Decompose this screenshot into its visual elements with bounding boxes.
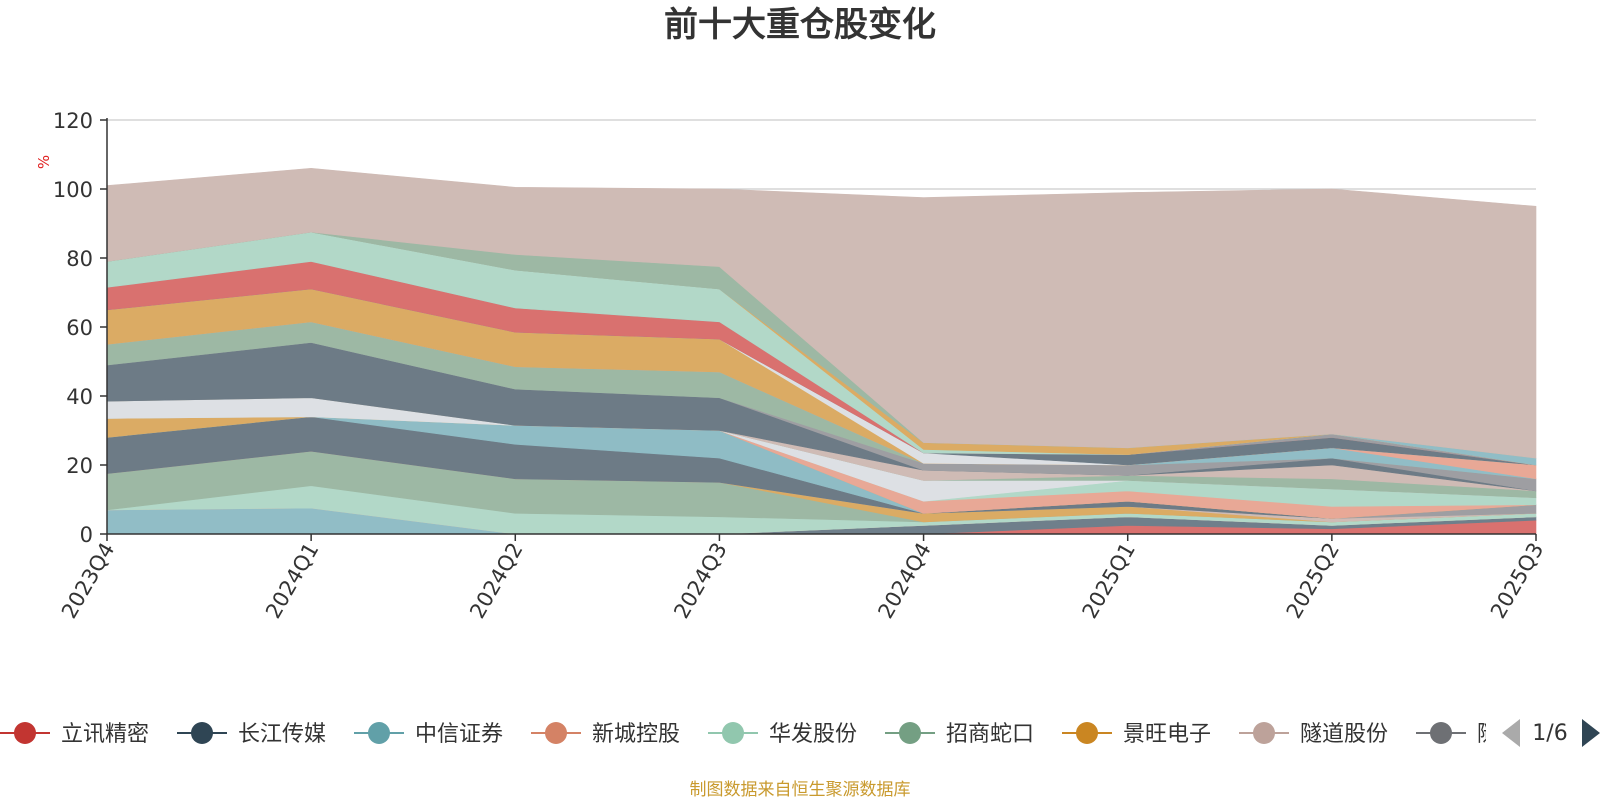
y-tick-label: 100	[53, 178, 93, 202]
legend-label: 隧	[1477, 722, 1499, 747]
y-tick-label: 20	[66, 454, 93, 478]
legend-label: 中信证券	[415, 722, 503, 747]
legend-circle-marker	[545, 722, 567, 744]
legend-item[interactable]: 隧	[1416, 722, 1499, 747]
legend-circle-marker	[1253, 722, 1275, 744]
legend-label: 新城控股	[592, 722, 680, 747]
legend-circle-marker	[191, 722, 213, 744]
legend-item[interactable]: 立讯精密	[0, 722, 149, 747]
x-tick-label: 2025Q1	[1078, 539, 1140, 623]
legend-item[interactable]: 景旺电子	[1062, 722, 1211, 747]
legend-label: 隧道股份	[1300, 722, 1388, 747]
legend-item[interactable]: 隧道股份	[1239, 722, 1388, 747]
y-tick-label: 80	[66, 247, 93, 271]
legend-circle-marker	[14, 722, 36, 744]
legend: 1/6 立讯精密 长江传媒 中信证券 新城控股 华发股份 招商蛇口 景旺电子 隧道股份 隧	[0, 719, 1600, 747]
y-tick-label: 0	[80, 523, 93, 547]
legend-label: 长江传媒	[238, 722, 326, 747]
area-series-group	[106, 167, 1537, 535]
x-tick-label: 2025Q2	[1282, 539, 1344, 623]
y-axis-unit: %	[35, 155, 53, 169]
legend-circle-marker	[368, 722, 390, 744]
legend-item[interactable]: 中信证券	[354, 722, 503, 747]
legend-item[interactable]: 招商蛇口	[885, 722, 1034, 747]
legend-circle-marker	[1076, 722, 1098, 744]
legend-label: 招商蛇口	[946, 722, 1034, 747]
x-tick-label: 2024Q3	[669, 539, 731, 623]
x-tick-label: 2025Q3	[1486, 539, 1548, 623]
data-source-note: 制图数据来自恒生聚源数据库	[690, 780, 911, 800]
chart-title: 前十大重仓股变化	[664, 5, 936, 45]
legend-item[interactable]: 长江传媒	[177, 722, 326, 747]
legend-circle-marker	[899, 722, 921, 744]
y-tick-label: 60	[66, 316, 93, 340]
legend-label: 立讯精密	[61, 722, 149, 747]
x-tick-label: 2024Q1	[261, 539, 323, 623]
legend-page-indicator: 1/6	[1532, 721, 1567, 746]
area-series-32	[106, 167, 1537, 459]
legend-page-next-button[interactable]	[1582, 719, 1600, 747]
legend-item[interactable]: 新城控股	[531, 722, 680, 747]
legend-label: 景旺电子	[1123, 722, 1211, 747]
legend-page-prev-button[interactable]	[1502, 719, 1520, 747]
legend-circle-marker	[722, 722, 744, 744]
legend-label: 华发股份	[769, 722, 857, 747]
legend-item[interactable]: 华发股份	[708, 722, 857, 747]
y-tick-label: 40	[66, 385, 93, 409]
y-tick-label: 120	[53, 109, 93, 133]
x-tick-label: 2024Q4	[873, 539, 935, 623]
legend-circle-marker	[1430, 722, 1452, 744]
x-tick-label: 2024Q2	[465, 539, 527, 623]
x-tick-label: 2023Q4	[57, 539, 119, 623]
